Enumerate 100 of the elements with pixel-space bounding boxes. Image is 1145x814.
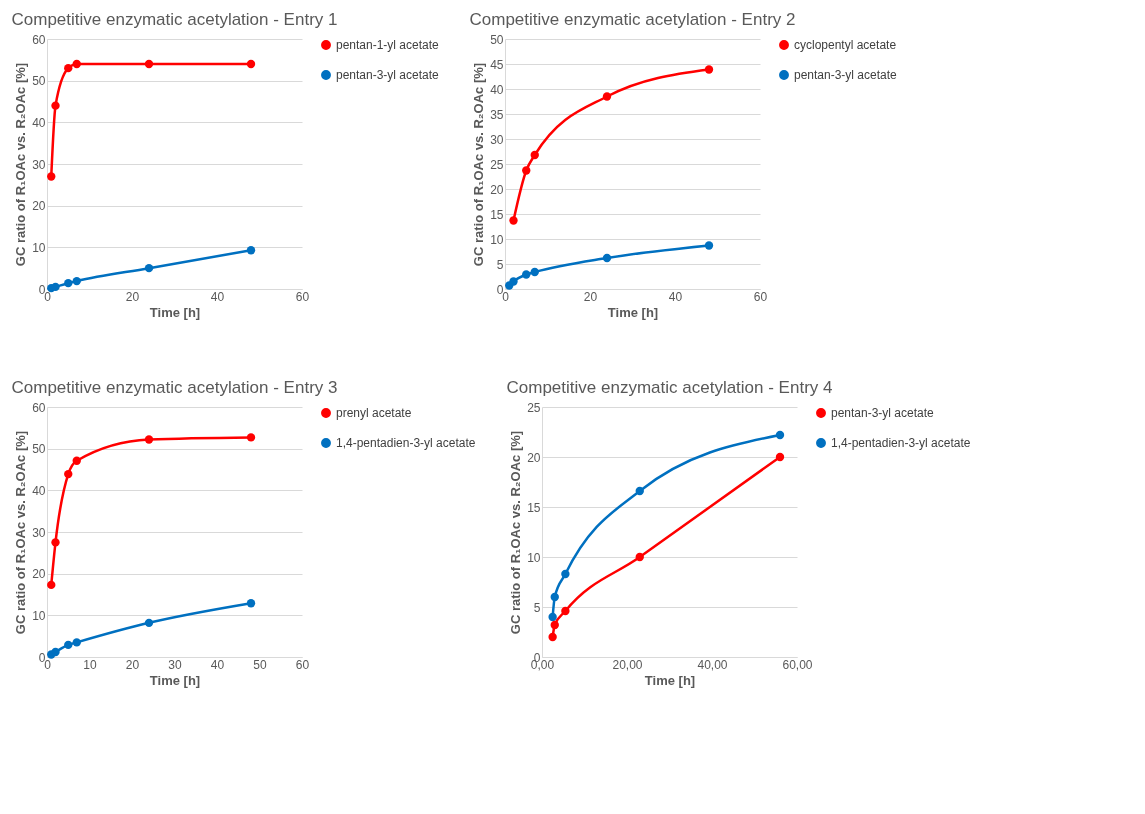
y-axis-title: GC ratio of R₁OAc vs. R₂OAc [%]: [471, 62, 487, 267]
point: [47, 172, 56, 181]
y-tick-label: 45: [490, 57, 504, 72]
y-tick-label: 5: [496, 257, 504, 272]
y-tick-label: 20: [490, 182, 504, 197]
point: [530, 150, 539, 160]
legend-label: cyclopentyl acetate: [794, 38, 897, 52]
y-tick-label: 50: [32, 74, 46, 89]
x-tick-label: 40: [210, 289, 225, 304]
point: [51, 538, 60, 547]
point: [72, 276, 81, 286]
point: [246, 59, 256, 69]
point: [51, 101, 60, 110]
x-tick-label: 20: [125, 657, 140, 672]
x-axis-title: Time [h]: [149, 672, 201, 688]
x-tick-label: 20: [125, 289, 140, 304]
point: [509, 216, 518, 225]
x-tick-label: 40,00: [697, 657, 728, 672]
point: [246, 246, 256, 255]
point: [602, 92, 612, 101]
point: [775, 430, 785, 440]
x-tick-label: 60: [295, 657, 310, 672]
point: [144, 59, 154, 69]
point: [704, 241, 714, 250]
y-tick-label: 10: [527, 550, 541, 565]
y-tick-label: 30: [32, 525, 46, 540]
x-tick-label: 20,00: [612, 657, 643, 672]
point: [550, 620, 559, 630]
point: [51, 647, 60, 657]
point: [47, 580, 56, 590]
point: [509, 277, 518, 286]
point: [548, 632, 557, 642]
x-axis-title: Time [h]: [149, 304, 201, 320]
point: [775, 452, 785, 462]
x-tick-label: 20: [583, 289, 598, 304]
point: [246, 433, 256, 442]
y-tick-label: 25: [490, 157, 504, 172]
point: [522, 270, 531, 279]
y-tick-label: 40: [32, 483, 46, 498]
y-tick-label: 35: [490, 107, 504, 122]
legend-label: 1,4-pentadien-3-yl acetate: [336, 436, 476, 450]
y-tick-label: 50: [490, 32, 504, 47]
point: [635, 552, 644, 562]
point: [246, 599, 256, 608]
y-tick-label: 10: [32, 608, 46, 623]
legend-label: 1,4-pentadien-3-yl acetate: [831, 436, 971, 450]
y-tick-label: 5: [533, 600, 541, 615]
x-tick-label: 10: [83, 657, 97, 672]
chart-title: Competitive enzymatic acetylation - Entry 4: [506, 378, 833, 397]
x-axis-title: Time [h]: [607, 304, 659, 320]
point: [635, 486, 644, 496]
x-tick-label: 40: [668, 289, 683, 304]
y-axis-title: GC ratio of R₁OAc vs. R₂OAc [%]: [13, 62, 29, 267]
chart-title: Competitive enzymatic acetylation - Entry 3: [11, 378, 338, 397]
legend-label: pentan-3-yl acetate: [831, 406, 935, 420]
point: [64, 640, 73, 650]
point: [704, 65, 714, 74]
y-tick-label: 60: [32, 400, 46, 415]
y-tick-label: 40: [490, 82, 504, 97]
x-tick-label: 40: [210, 657, 225, 672]
x-tick-label: 60: [295, 289, 310, 304]
x-tick-label: 60,00: [782, 657, 813, 672]
y-tick-label: 20: [32, 199, 46, 214]
chart-title: Competitive enzymatic acetylation - Entry 1: [11, 10, 338, 29]
y-tick-label: 15: [527, 500, 541, 515]
y-tick-label: 30: [32, 157, 46, 172]
y-tick-label: 25: [527, 400, 541, 415]
legend-label: pentan-1-yl acetate: [336, 38, 440, 52]
y-tick-label: 20: [527, 450, 541, 465]
point: [144, 263, 154, 273]
point: [72, 456, 81, 465]
x-tick-label: 50: [253, 657, 267, 672]
y-tick-label: 20: [32, 567, 46, 582]
y-tick-label: 10: [32, 240, 46, 255]
legend-label: pentan-3-yl acetate: [336, 68, 440, 82]
point: [64, 469, 73, 479]
y-axis-title: GC ratio of R₁OAc vs. R₂OAc [%]: [508, 430, 524, 635]
x-tick-label: 60: [753, 289, 768, 304]
y-tick-label: 60: [32, 32, 46, 47]
point: [602, 253, 612, 263]
point: [561, 606, 570, 616]
point: [144, 435, 154, 444]
y-tick-label: 50: [32, 442, 46, 457]
point: [72, 59, 81, 69]
point: [72, 638, 81, 647]
point: [64, 63, 73, 73]
y-tick-label: 15: [490, 207, 504, 222]
point: [64, 278, 73, 288]
point: [550, 592, 559, 602]
legend-label: pentan-3-yl acetate: [794, 68, 898, 82]
y-tick-label: 40: [32, 115, 46, 130]
point: [522, 166, 531, 175]
y-axis-title: GC ratio of R₁OAc vs. R₂OAc [%]: [13, 430, 29, 635]
point: [144, 618, 154, 628]
point: [548, 612, 557, 622]
chart-title: Competitive enzymatic acetylation - Entry 2: [469, 10, 796, 29]
point: [561, 569, 570, 579]
y-tick-label: 10: [490, 232, 504, 247]
point: [530, 267, 539, 277]
y-tick-label: 30: [490, 132, 504, 147]
